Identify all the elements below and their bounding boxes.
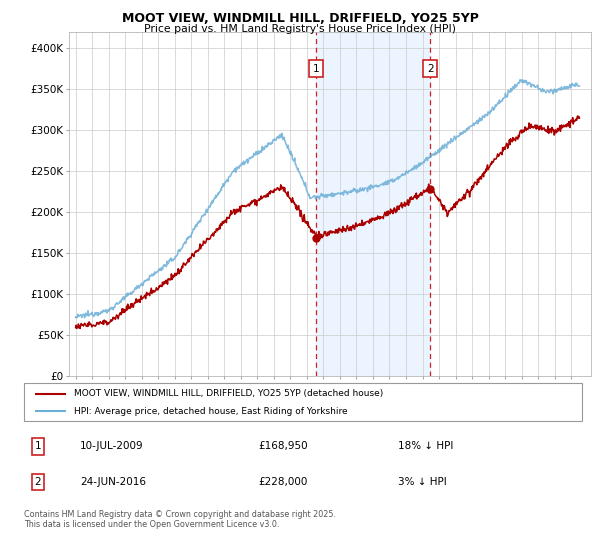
Text: Price paid vs. HM Land Registry's House Price Index (HPI): Price paid vs. HM Land Registry's House … — [144, 24, 456, 34]
Text: 1: 1 — [35, 441, 41, 451]
Bar — [316, 32, 430, 376]
Text: 24-JUN-2016: 24-JUN-2016 — [80, 477, 146, 487]
Text: 18% ↓ HPI: 18% ↓ HPI — [398, 441, 453, 451]
Text: £228,000: £228,000 — [259, 477, 308, 487]
Text: 2: 2 — [35, 477, 41, 487]
Text: £168,950: £168,950 — [259, 441, 308, 451]
Text: MOOT VIEW, WINDMILL HILL, DRIFFIELD, YO25 5YP (detached house): MOOT VIEW, WINDMILL HILL, DRIFFIELD, YO2… — [74, 389, 383, 398]
Text: Contains HM Land Registry data © Crown copyright and database right 2025.
This d: Contains HM Land Registry data © Crown c… — [24, 510, 336, 529]
Text: HPI: Average price, detached house, East Riding of Yorkshire: HPI: Average price, detached house, East… — [74, 407, 348, 416]
Text: 10-JUL-2009: 10-JUL-2009 — [80, 441, 143, 451]
Text: 2: 2 — [427, 64, 434, 74]
Text: 3% ↓ HPI: 3% ↓ HPI — [398, 477, 446, 487]
Text: MOOT VIEW, WINDMILL HILL, DRIFFIELD, YO25 5YP: MOOT VIEW, WINDMILL HILL, DRIFFIELD, YO2… — [122, 12, 478, 25]
Text: 1: 1 — [313, 64, 319, 74]
